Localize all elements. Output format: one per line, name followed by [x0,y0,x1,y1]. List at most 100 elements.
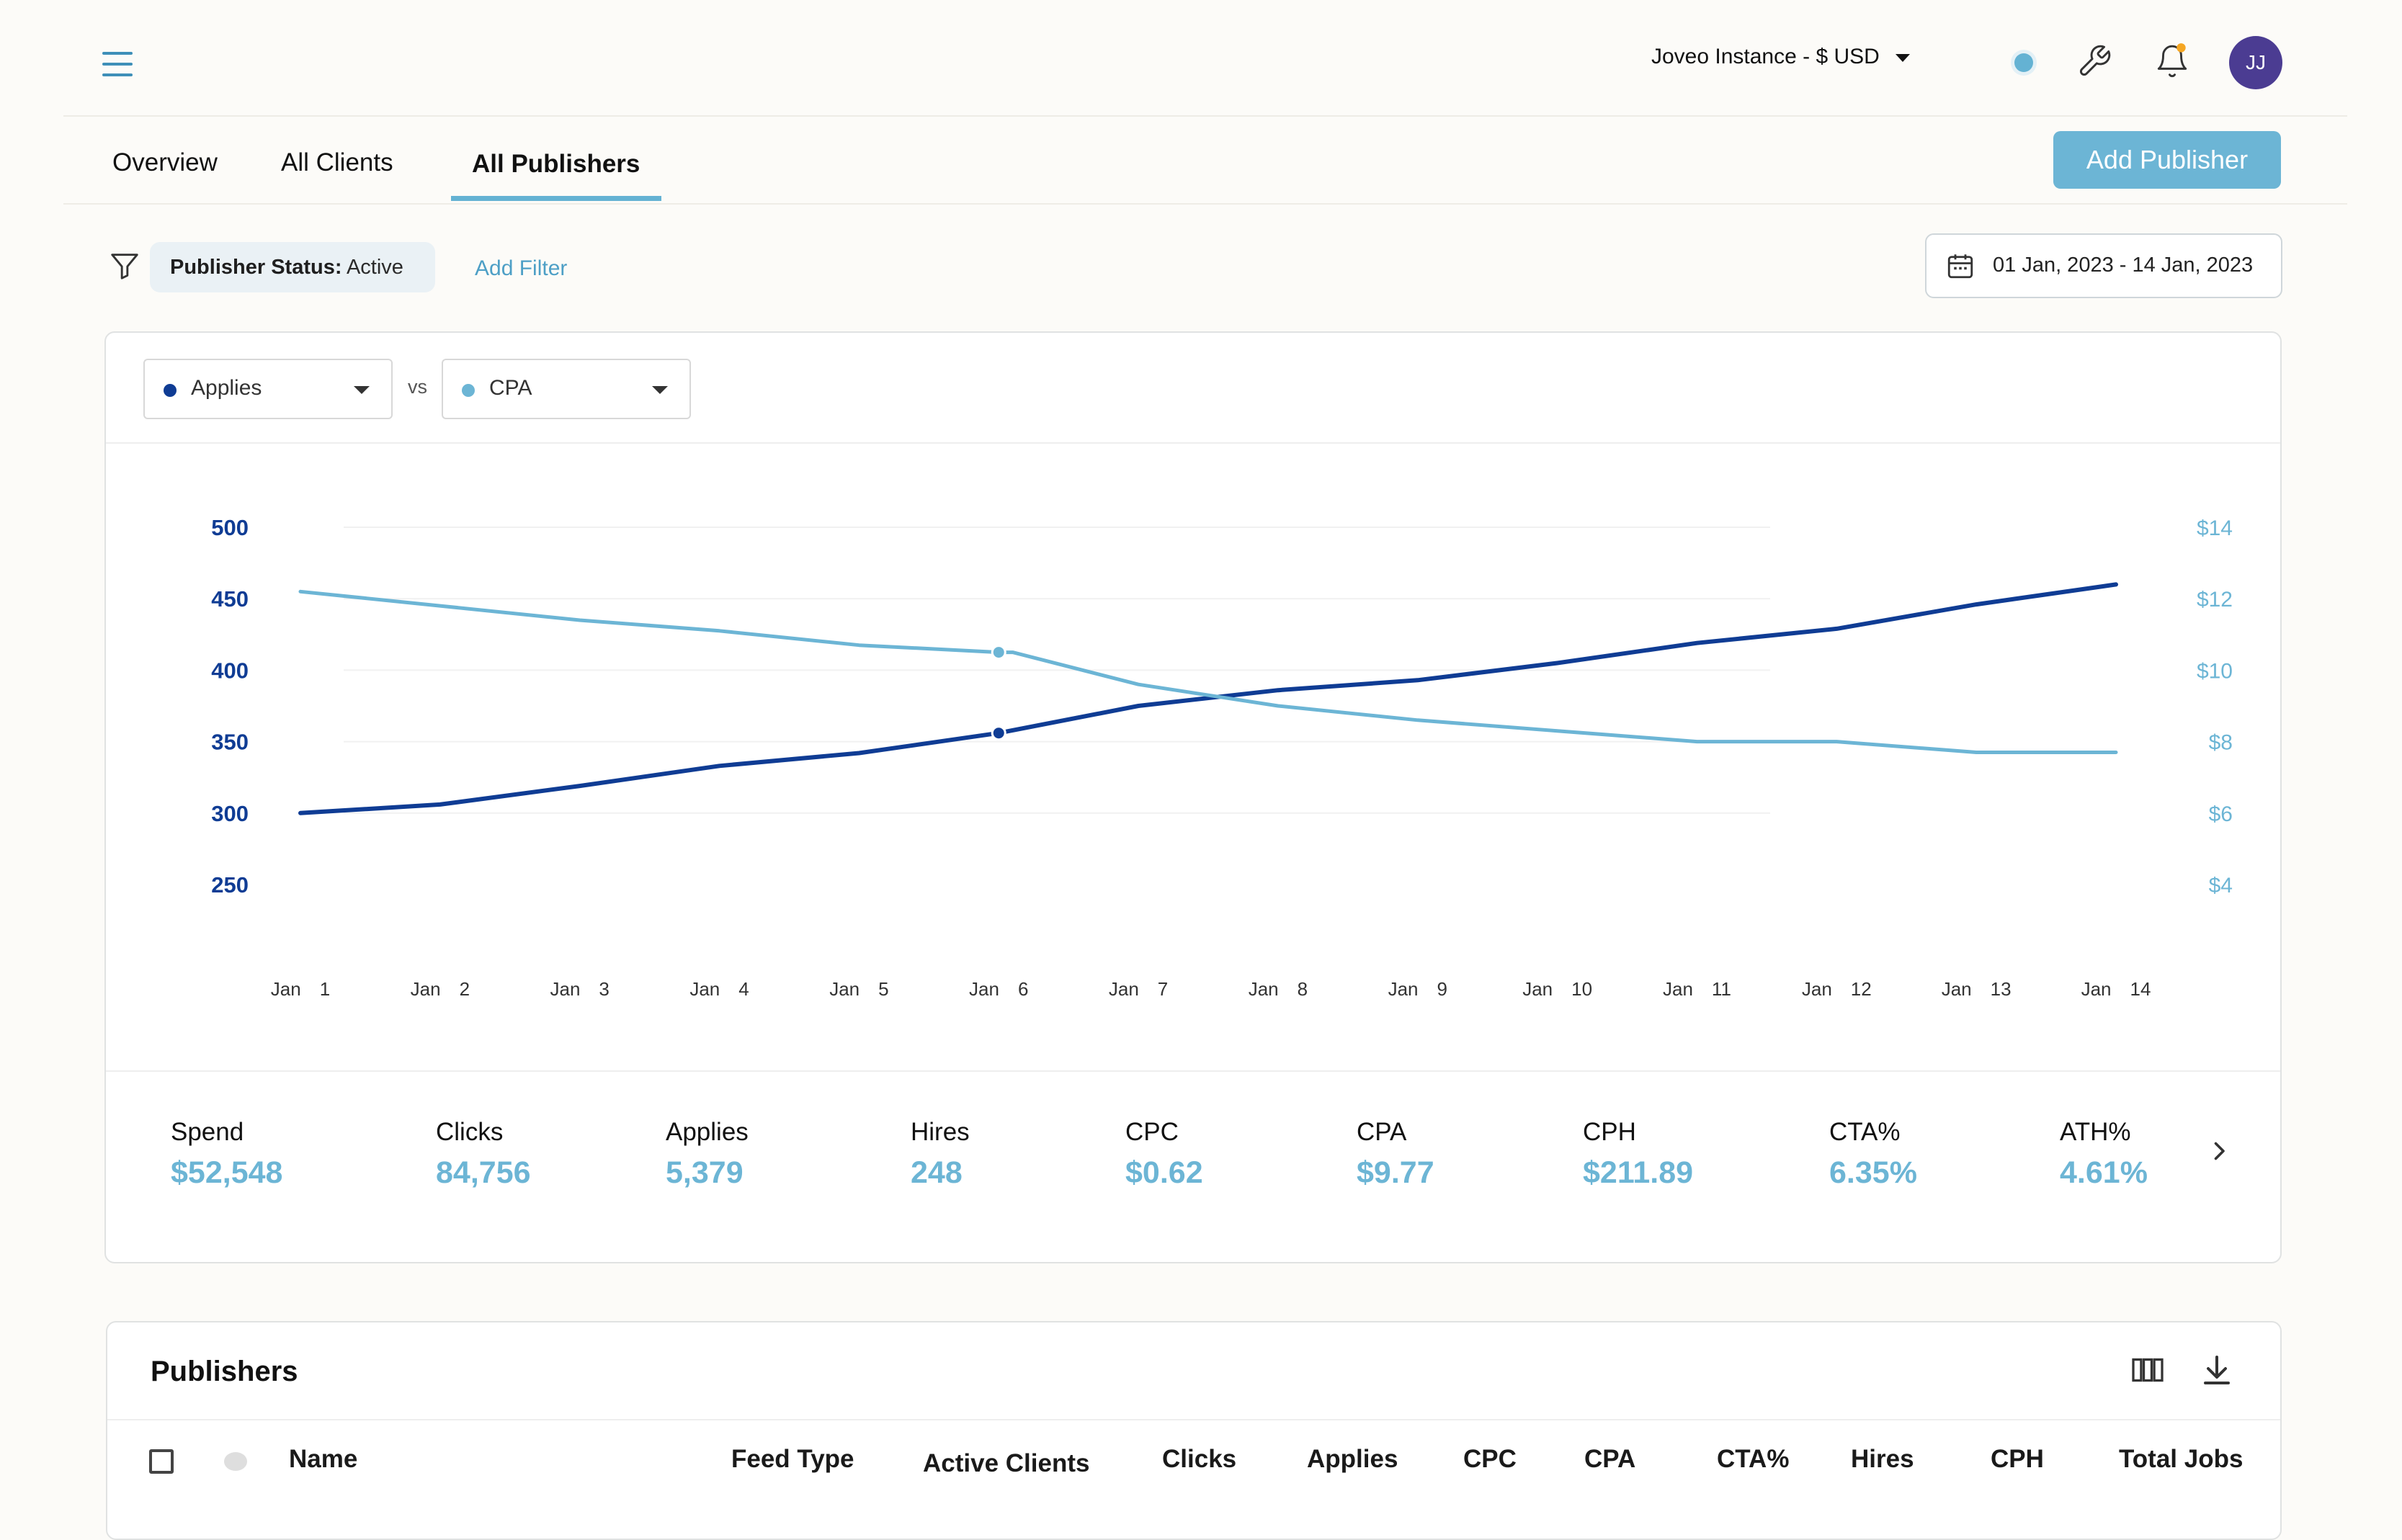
x-tick-label: Jan 11 [1663,978,1731,1000]
metric-value: $9.77 [1357,1155,1434,1190]
metric-value: 248 [911,1155,963,1190]
chevron-right-icon[interactable] [2208,1138,2230,1168]
metric-hires: Hires 248 [911,1118,970,1191]
metric-label: Spend [171,1118,244,1146]
x-tick-label: Jan 14 [2081,978,2151,1000]
column-header-cpa[interactable]: CPA [1584,1445,1636,1473]
column-header-cta-[interactable]: CTA% [1717,1445,1790,1473]
metric-value: $52,548 [171,1155,283,1190]
add-publisher-button[interactable]: Add Publisher [2053,131,2281,189]
menu-icon[interactable] [102,52,133,76]
metric-clicks: Clicks 84,756 [436,1118,531,1191]
divider [107,1419,2280,1420]
wrench-icon[interactable] [2076,43,2112,83]
metric-label: CPA [1357,1118,1407,1146]
x-tick-label: Jan 7 [1109,978,1168,1000]
metric-label: CPH [1583,1118,1636,1146]
column-header-clicks[interactable]: Clicks [1162,1445,1237,1473]
x-tick-label: Jan 10 [1522,978,1592,1000]
column-header-hires[interactable]: Hires [1851,1445,1914,1473]
column-header-active-clients[interactable]: Active Clients [923,1449,1090,1477]
calendar-icon [1945,251,1975,285]
column-header-name[interactable]: Name [289,1445,358,1473]
chevron-down-icon [354,386,370,394]
column-header-cph[interactable]: CPH [1991,1445,2044,1473]
metric-value: 5,379 [666,1155,744,1190]
applies-legend-dot [164,384,177,397]
y-left-tick-label: 400 [211,658,249,683]
metric-cpa: CPA $9.77 [1357,1118,1434,1191]
metric-label: Applies [666,1118,749,1146]
y-right-tick-label: $12 [2197,588,2233,612]
x-tick-label: Jan 4 [689,978,749,1000]
filter-icon[interactable] [108,249,141,286]
series-line-applies [298,582,2118,815]
metric-applies: Applies 5,379 [666,1118,749,1191]
y-left-tick-label: 500 [211,515,249,540]
data-point-applies [991,725,1006,741]
metric-label: Clicks [436,1118,504,1146]
metric-ath-: ATH% 4.61% [2060,1118,2148,1191]
column-header-total-jobs[interactable]: Total Jobs [2119,1445,2243,1473]
add-filter-link[interactable]: Add Filter [475,256,568,280]
column-header-applies[interactable]: Applies [1307,1445,1398,1473]
vs-label: vs [408,376,427,398]
column-header-cpc[interactable]: CPC [1463,1445,1517,1473]
x-tick-label: Jan 1 [271,978,330,1000]
metric-left-label: Applies [191,376,262,400]
metric-right-label: CPA [489,376,532,400]
x-tick-label: Jan 9 [1388,978,1447,1000]
y-right-tick-label: $14 [2197,516,2233,540]
y-left-tick-label: 450 [211,586,249,612]
instance-label: Joveo Instance - $ USD [1651,45,1880,68]
y-left-tick-label: 350 [211,730,249,755]
x-tick-label: Jan 3 [550,978,609,1000]
active-tab-indicator [451,196,661,201]
chevron-down-icon [1895,53,1910,62]
metric-label: CTA% [1829,1118,1901,1146]
x-tick-label: Jan 8 [1249,978,1308,1000]
y-left-tick-label: 250 [211,872,249,897]
metric-label: ATH% [2060,1118,2131,1146]
date-range-label: 01 Jan, 2023 - 14 Jan, 2023 [1993,254,2254,277]
filter-value: Active [346,256,403,279]
instance-selector[interactable]: Joveo Instance - $ USD [1651,45,1910,69]
metric-left-select[interactable]: Applies [143,359,393,419]
metric-value: 84,756 [436,1155,531,1190]
select-all-checkbox[interactable] [149,1449,174,1474]
download-icon[interactable] [2201,1353,2233,1391]
cpa-legend-dot [462,384,475,397]
columns-icon[interactable] [2130,1356,2165,1388]
divider [106,442,2280,444]
avatar[interactable]: JJ [2229,36,2282,89]
x-tick-label: Jan 6 [969,978,1028,1000]
column-header-feed-type[interactable]: Feed Type [731,1445,854,1473]
metric-right-select[interactable]: CPA [442,359,691,419]
x-tick-label: Jan 2 [411,978,470,1000]
chevron-down-icon [652,386,668,394]
table-title: Publishers [151,1356,298,1387]
metric-value: $0.62 [1125,1155,1203,1190]
publisher-status-filter-chip[interactable]: Publisher Status: Active [150,242,435,292]
date-range-picker[interactable]: 01 Jan, 2023 - 14 Jan, 2023 [1925,233,2282,298]
y-right-tick-label: $8 [2209,731,2233,755]
metric-value: 4.61% [2060,1155,2148,1190]
tab-overview[interactable]: Overview [112,148,218,176]
metric-label: CPC [1125,1118,1179,1146]
status-indicator [2014,53,2033,72]
metric-cpc: CPC $0.62 [1125,1118,1203,1191]
filter-key: Publisher Status: [170,256,342,279]
metric-cta-: CTA% 6.35% [1829,1118,1917,1191]
x-tick-label: Jan 13 [1942,978,2012,1000]
tab-all-publishers[interactable]: All Publishers [472,150,640,178]
tab-bar: Overview All Clients All Publishers [63,115,2347,205]
metric-spend: Spend $52,548 [171,1118,282,1191]
chart-card: Applies vs CPA 500 450 400 350 300 250 $14 $12 $… [104,331,2282,1263]
tab-all-clients[interactable]: All Clients [281,148,393,176]
y-left-tick-label: 300 [211,801,249,826]
metric-cph: CPH $211.89 [1583,1118,1693,1191]
notification-bell-icon[interactable] [2154,42,2190,84]
top-bar [63,0,2347,117]
publishers-table-card: Publishers Name Feed Type Active Clients Cl… [106,1321,2282,1540]
series-line-cpa [298,589,2118,754]
